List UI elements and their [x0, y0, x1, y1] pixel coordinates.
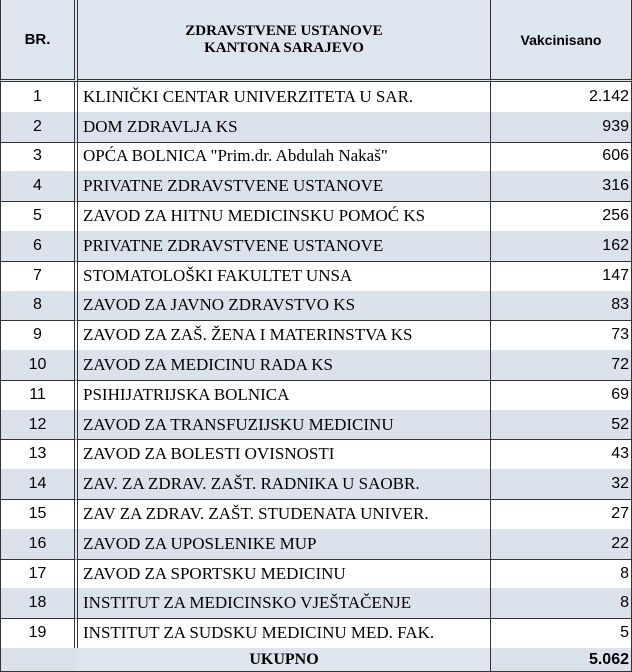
row-number: 13: [0, 439, 78, 471]
row-number: 7: [0, 260, 78, 292]
vaccinated-count: 2.142: [491, 82, 632, 113]
institution-name: STOMATOLOŠKI FAKULTET UNSA: [78, 260, 491, 292]
vaccinated-count: 83: [491, 290, 632, 322]
institution-name: PRIVATNE ZDRAVSTVENE USTANOVE: [78, 171, 491, 203]
row-number: 8: [0, 290, 78, 322]
vaccinated-count: 939: [491, 111, 632, 143]
row-number: 17: [0, 558, 78, 590]
institution-name: KLINIČKI CENTAR UNIVERZITETA U SAR.: [78, 82, 491, 113]
vaccinated-count: 316: [491, 171, 632, 203]
row-number: 19: [0, 618, 78, 649]
institution-name: ZAVOD ZA BOLESTI OVISNOSTI: [78, 439, 491, 471]
row-number: 18: [0, 588, 78, 620]
row-number: 2: [0, 111, 78, 143]
header-institution: ZDRAVSTVENE USTANOVE KANTONA SARAJEVO: [78, 0, 491, 82]
vaccinated-count: 606: [491, 141, 632, 173]
institution-name: ZAVOD ZA SPORTSKU MEDICINU: [78, 558, 491, 590]
row-number: 9: [0, 320, 78, 352]
row-number: 12: [0, 409, 78, 441]
row-number: 4: [0, 171, 78, 203]
institution-name: ZAVOD ZA TRANSFUZIJSKU MEDICINU: [78, 409, 491, 441]
institution-name: ZAVOD ZA UPOSLENIKE MUP: [78, 528, 491, 560]
vaccinated-count: 52: [491, 409, 632, 441]
institution-name: ZAVOD ZA ZAŠ. ŽENA I MATERINSTVA KS: [78, 320, 491, 352]
total-value: 5.062: [491, 648, 632, 672]
institution-name: DOM ZDRAVLJA KS: [78, 111, 491, 143]
row-number: 15: [0, 499, 78, 530]
vaccinated-count: 8: [491, 588, 632, 620]
vaccinated-count: 32: [491, 469, 632, 501]
row-number: 14: [0, 469, 78, 501]
institution-name: ZAV. ZA ZDRAV. ZAŠT. RADNIKA U SAOBR.: [78, 469, 491, 501]
institution-name: PRIVATNE ZDRAVSTVENE USTANOVE: [78, 230, 491, 262]
vaccinated-count: 162: [491, 230, 632, 262]
institution-name: INSTITUT ZA SUDSKU MEDICINU MED. FAK.: [78, 618, 491, 649]
header-line: KANTONA SARAJEVO: [204, 39, 364, 56]
total-left: [0, 648, 78, 672]
row-number: 1: [0, 82, 78, 113]
header-number-text: BR.: [24, 31, 51, 48]
vaccinated-count: 256: [491, 201, 632, 232]
vaccinated-count: 69: [491, 379, 632, 411]
vaccinated-count: 72: [491, 350, 632, 381]
row-number: 5: [0, 201, 78, 232]
institution-name: ZAVOD ZA MEDICINU RADA KS: [78, 350, 491, 381]
header-value-text: Vakcinisano: [520, 31, 602, 48]
header-value: Vakcinisano: [491, 0, 632, 82]
institution-name: ZAVOD ZA JAVNO ZDRAVSTVO KS: [78, 290, 491, 322]
row-number: 6: [0, 230, 78, 262]
row-number: 16: [0, 528, 78, 560]
institution-name: OPĆA BOLNICA "Prim.dr. Abdulah Nakaš": [78, 141, 491, 173]
header-number: BR.: [0, 0, 78, 82]
row-number: 11: [0, 379, 78, 411]
vaccinated-count: 5: [491, 618, 632, 649]
header-line: ZDRAVSTVENE USTANOVE: [185, 22, 383, 39]
institution-name: ZAV ZA ZDRAV. ZAŠT. STUDENATA UNIVER.: [78, 499, 491, 530]
row-number: 10: [0, 350, 78, 381]
total-label: UKUPNO: [78, 648, 491, 672]
vaccinated-count: 43: [491, 439, 632, 471]
vaccinated-count: 22: [491, 528, 632, 560]
vaccinated-count: 147: [491, 260, 632, 292]
vaccinated-count: 27: [491, 499, 632, 530]
institution-name: INSTITUT ZA MEDICINSKO VJEŠTAČENJE: [78, 588, 491, 620]
row-number: 3: [0, 141, 78, 173]
vaccinated-count: 73: [491, 320, 632, 352]
institution-name: ZAVOD ZA HITNU MEDICINSKU POMOĆ KS: [78, 201, 491, 232]
vaccinated-count: 8: [491, 558, 632, 590]
institution-name: PSIHIJATRIJSKA BOLNICA: [78, 379, 491, 411]
